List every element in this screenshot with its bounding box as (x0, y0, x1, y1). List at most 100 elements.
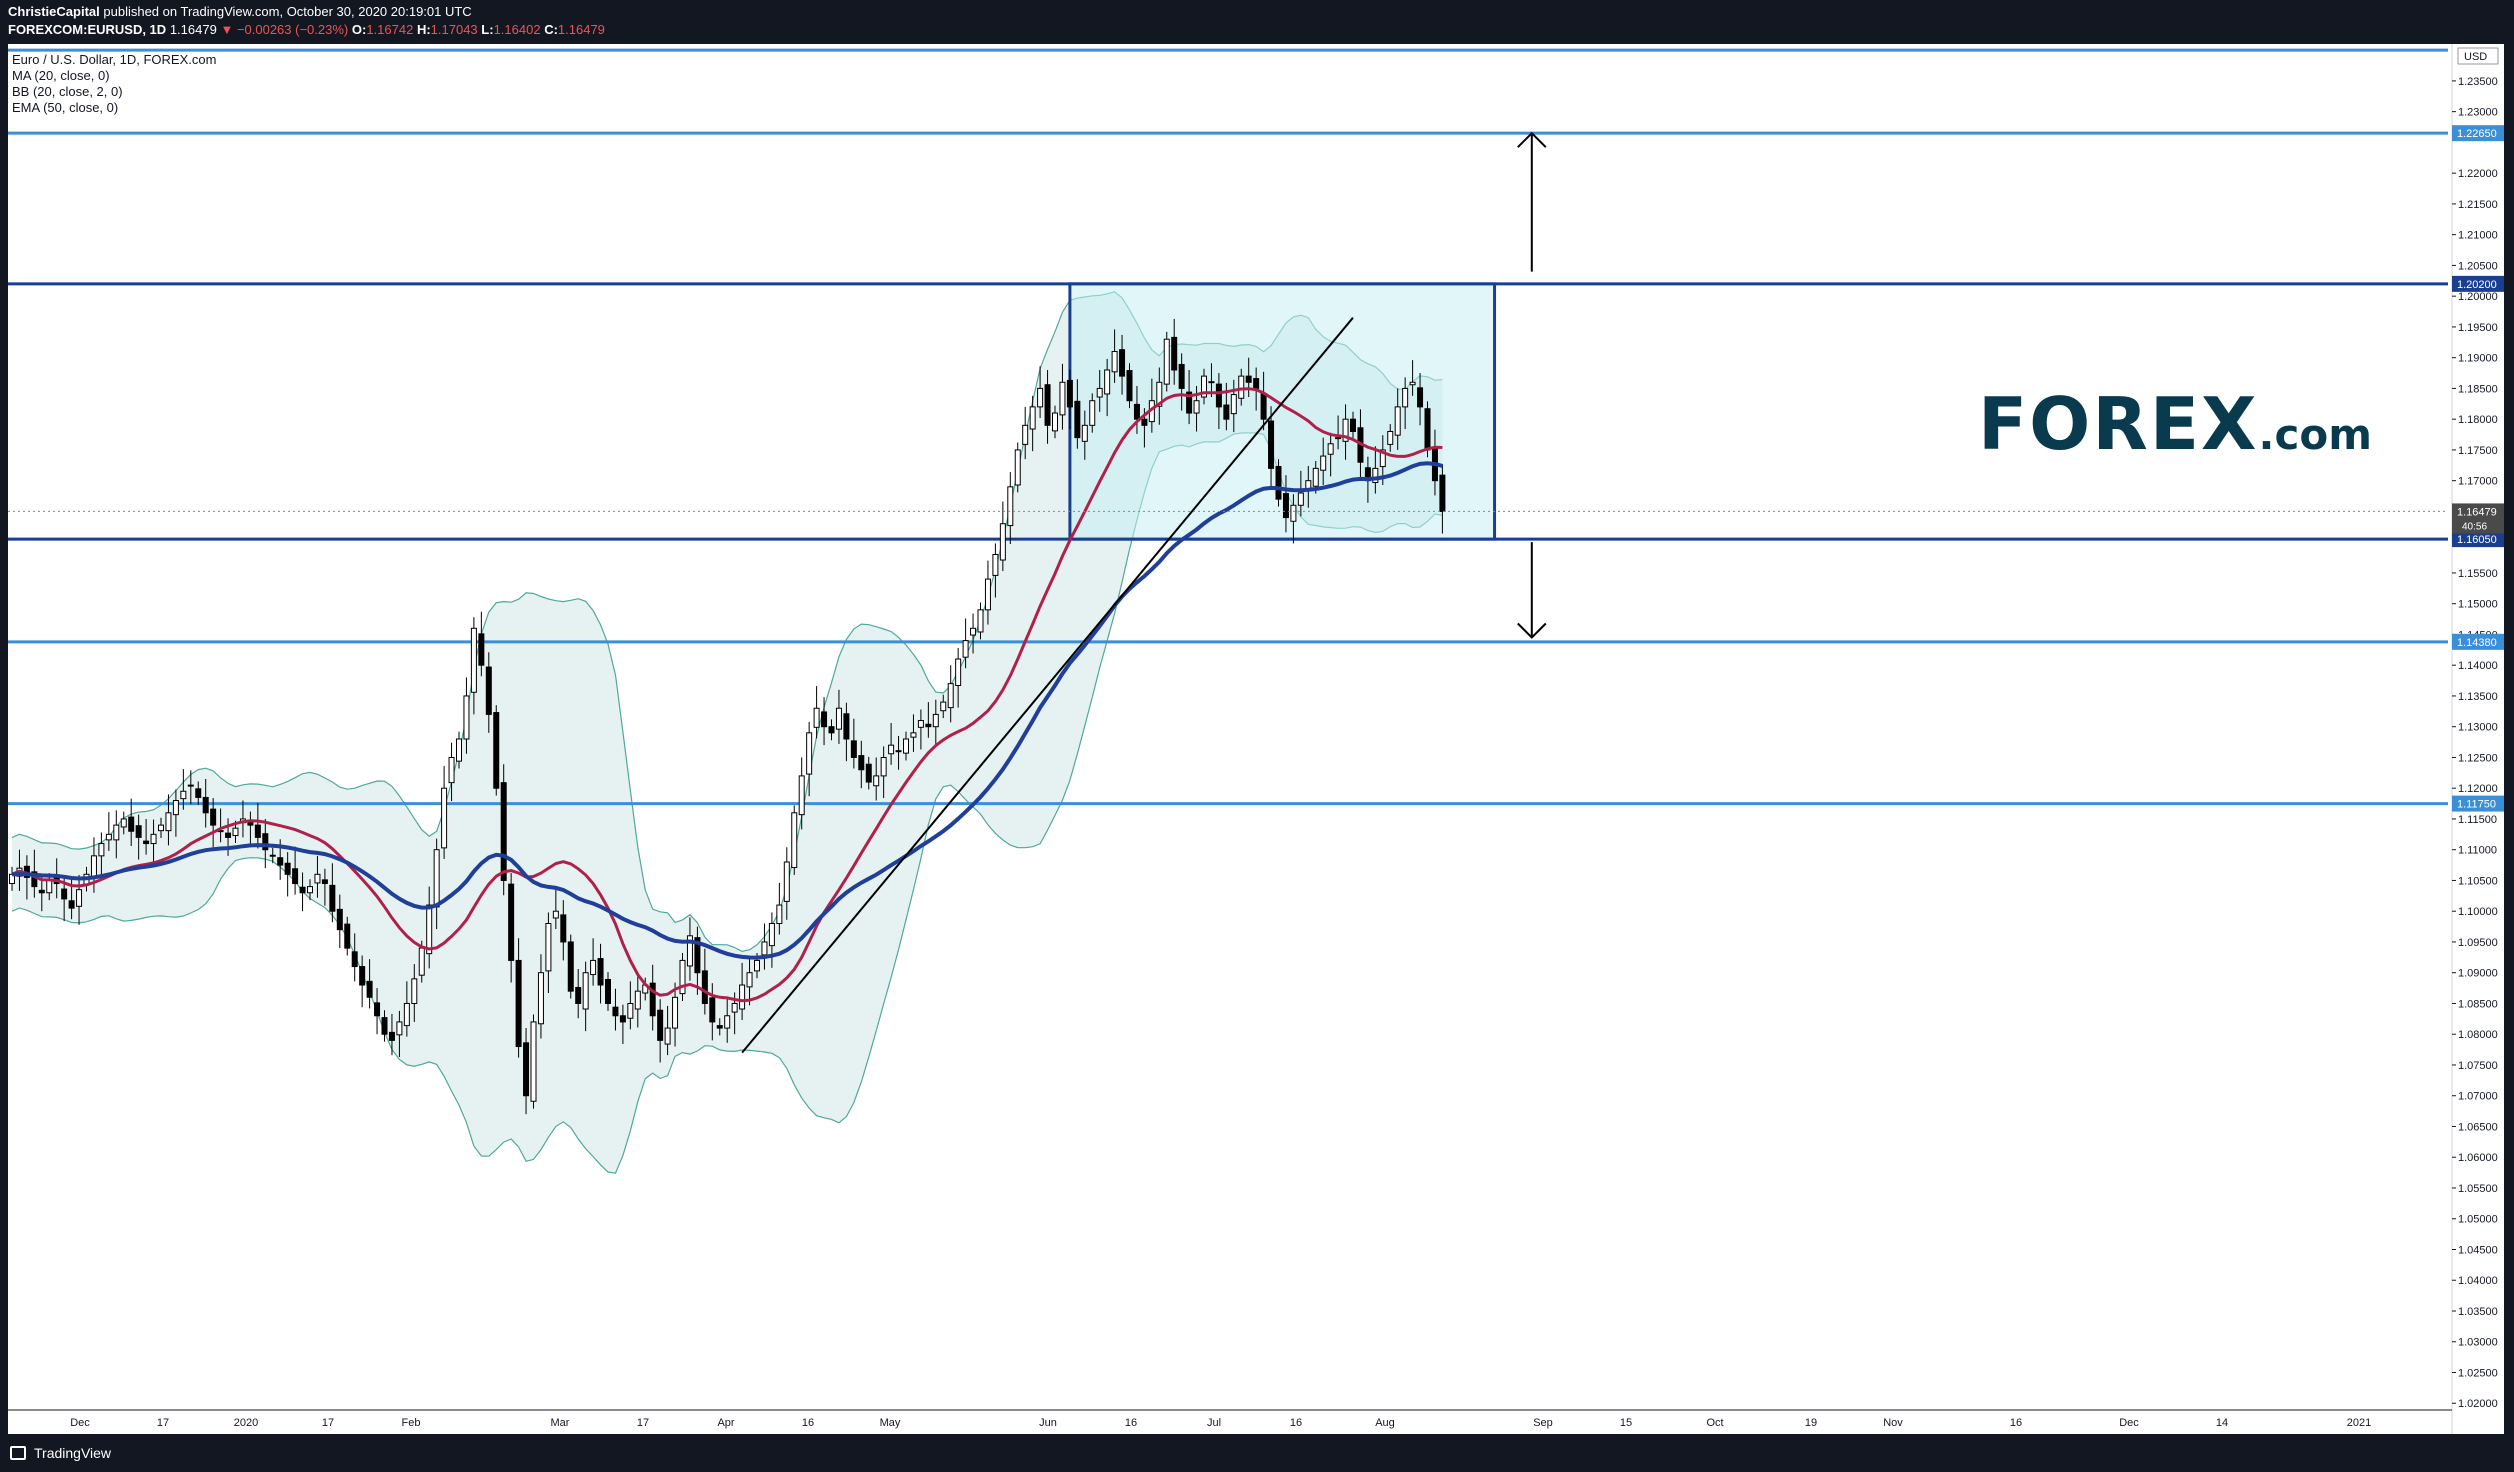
price-tick-label: 1.12000 (2458, 783, 2498, 795)
candle-body (418, 947, 425, 976)
candle-body (865, 763, 872, 783)
time-tick-label: Oct (1706, 1417, 1723, 1429)
candle-body (1029, 406, 1036, 430)
price-tick-label: 1.05500 (2458, 1183, 2498, 1195)
ma20-line (11, 387, 1443, 1003)
candle-body (1312, 467, 1319, 487)
candle-body (776, 904, 783, 925)
candle-body (917, 720, 924, 728)
candle-body (940, 701, 947, 712)
candle-body (880, 756, 887, 777)
candle-body (388, 1031, 395, 1041)
price-tick-label: 1.08000 (2458, 1029, 2498, 1041)
time-tick-label: 17 (157, 1417, 169, 1429)
high-value: 1.17043 (430, 22, 478, 37)
price-tick-label: 1.03000 (2458, 1337, 2498, 1349)
candle-body (433, 849, 440, 908)
candle-body (619, 1015, 626, 1023)
price-tick-label: 1.19000 (2458, 353, 2498, 365)
candle-body (903, 738, 909, 754)
candle-body (649, 982, 656, 1017)
candle-body (1275, 466, 1282, 500)
candle-body (329, 884, 336, 912)
price-tick-label: 1.07000 (2458, 1091, 2498, 1103)
candle-body (716, 1025, 723, 1029)
candle-body (895, 750, 902, 753)
candle-body (463, 695, 470, 740)
candle-body (1417, 387, 1424, 408)
candle-body (970, 627, 977, 636)
candlesticks (9, 318, 1446, 1115)
countdown-label: 40:56 (2462, 521, 2487, 532)
level-price-tag (2452, 125, 2504, 142)
trendline (741, 317, 1354, 1054)
candle-body (791, 812, 798, 869)
time-tick-label: 2021 (2347, 1417, 2371, 1429)
price-axis-background (2452, 44, 2504, 1434)
candle-body (262, 833, 269, 851)
time-tick-label: Jul (1207, 1417, 1221, 1429)
left-frame (0, 44, 8, 1434)
candle-body (225, 832, 232, 838)
candle-body (1059, 381, 1066, 416)
candle-body (1290, 504, 1297, 522)
arrow-head (1517, 622, 1547, 639)
time-tick-label: 17 (637, 1417, 649, 1429)
candle-body (1230, 394, 1237, 415)
moving-averages (11, 387, 1443, 1003)
price-chart[interactable]: 1.23500 1.23000 1.22000 1.21500 1.21000 1.205… (0, 44, 2514, 1434)
candle-body (955, 658, 962, 686)
candle-body (567, 941, 574, 992)
last-price-label: 1.16479 (2457, 506, 2497, 518)
candle-body (500, 782, 507, 881)
candle-body (798, 775, 805, 816)
price-tick-label: 1.06500 (2458, 1121, 2498, 1133)
candle-body (1223, 404, 1230, 420)
candle-body (120, 818, 127, 828)
time-tick-label: 15 (1620, 1417, 1632, 1429)
candle-body (1096, 387, 1103, 398)
chart-legend: Euro / U.S. Dollar, 1D, FOREX.com MA (20… (12, 52, 216, 116)
right-frame (2504, 44, 2514, 1434)
price-tick-label: 1.20000 (2458, 291, 2498, 303)
time-tick-label: 2020 (234, 1417, 258, 1429)
candle-body (1387, 430, 1394, 445)
logo-main: FOREX (1978, 382, 2259, 466)
candle-body (76, 889, 83, 907)
candle-body (686, 935, 693, 967)
time-tick-label: 16 (2010, 1417, 2022, 1429)
legend-bb[interactable]: BB (20, close, 2, 0) (12, 84, 123, 99)
legend-ma[interactable]: MA (20, close, 0) (12, 68, 110, 83)
candle-body (441, 787, 448, 849)
price-tick-label: 1.21000 (2458, 230, 2498, 242)
candle-body (1245, 375, 1252, 383)
candle-body (590, 959, 597, 976)
candle-body (888, 744, 895, 755)
candle-body (1379, 449, 1386, 468)
candle-body (1163, 338, 1170, 385)
legend-title[interactable]: Euro / U.S. Dollar, 1D, FOREX.com (12, 52, 217, 67)
candle-body (1268, 420, 1275, 469)
level-price-label: 1.20200 (2457, 279, 2497, 291)
candle-body (344, 923, 351, 949)
tradingview-label[interactable]: TradingView (34, 1445, 112, 1461)
candle-body (299, 886, 306, 894)
candle-body (545, 923, 552, 972)
candle-body (61, 888, 68, 900)
candle-body (269, 854, 276, 857)
candle-body (709, 997, 716, 1023)
candle-body (1081, 424, 1088, 442)
candle-body (634, 990, 641, 1010)
footer-bar: TradingView (0, 1434, 2514, 1472)
candle-body (150, 833, 157, 845)
candle-body (843, 713, 850, 740)
legend-ema[interactable]: EMA (50, close, 0) (12, 100, 119, 115)
candle-body (1089, 400, 1096, 426)
candle-body (947, 683, 954, 709)
low-label: L: (481, 22, 494, 37)
author-name[interactable]: ChristieCapital (8, 4, 100, 19)
time-tick-label: Aug (1375, 1417, 1395, 1429)
high-label: H: (416, 22, 431, 37)
candle-body (351, 951, 358, 968)
candle-body (657, 1009, 664, 1041)
